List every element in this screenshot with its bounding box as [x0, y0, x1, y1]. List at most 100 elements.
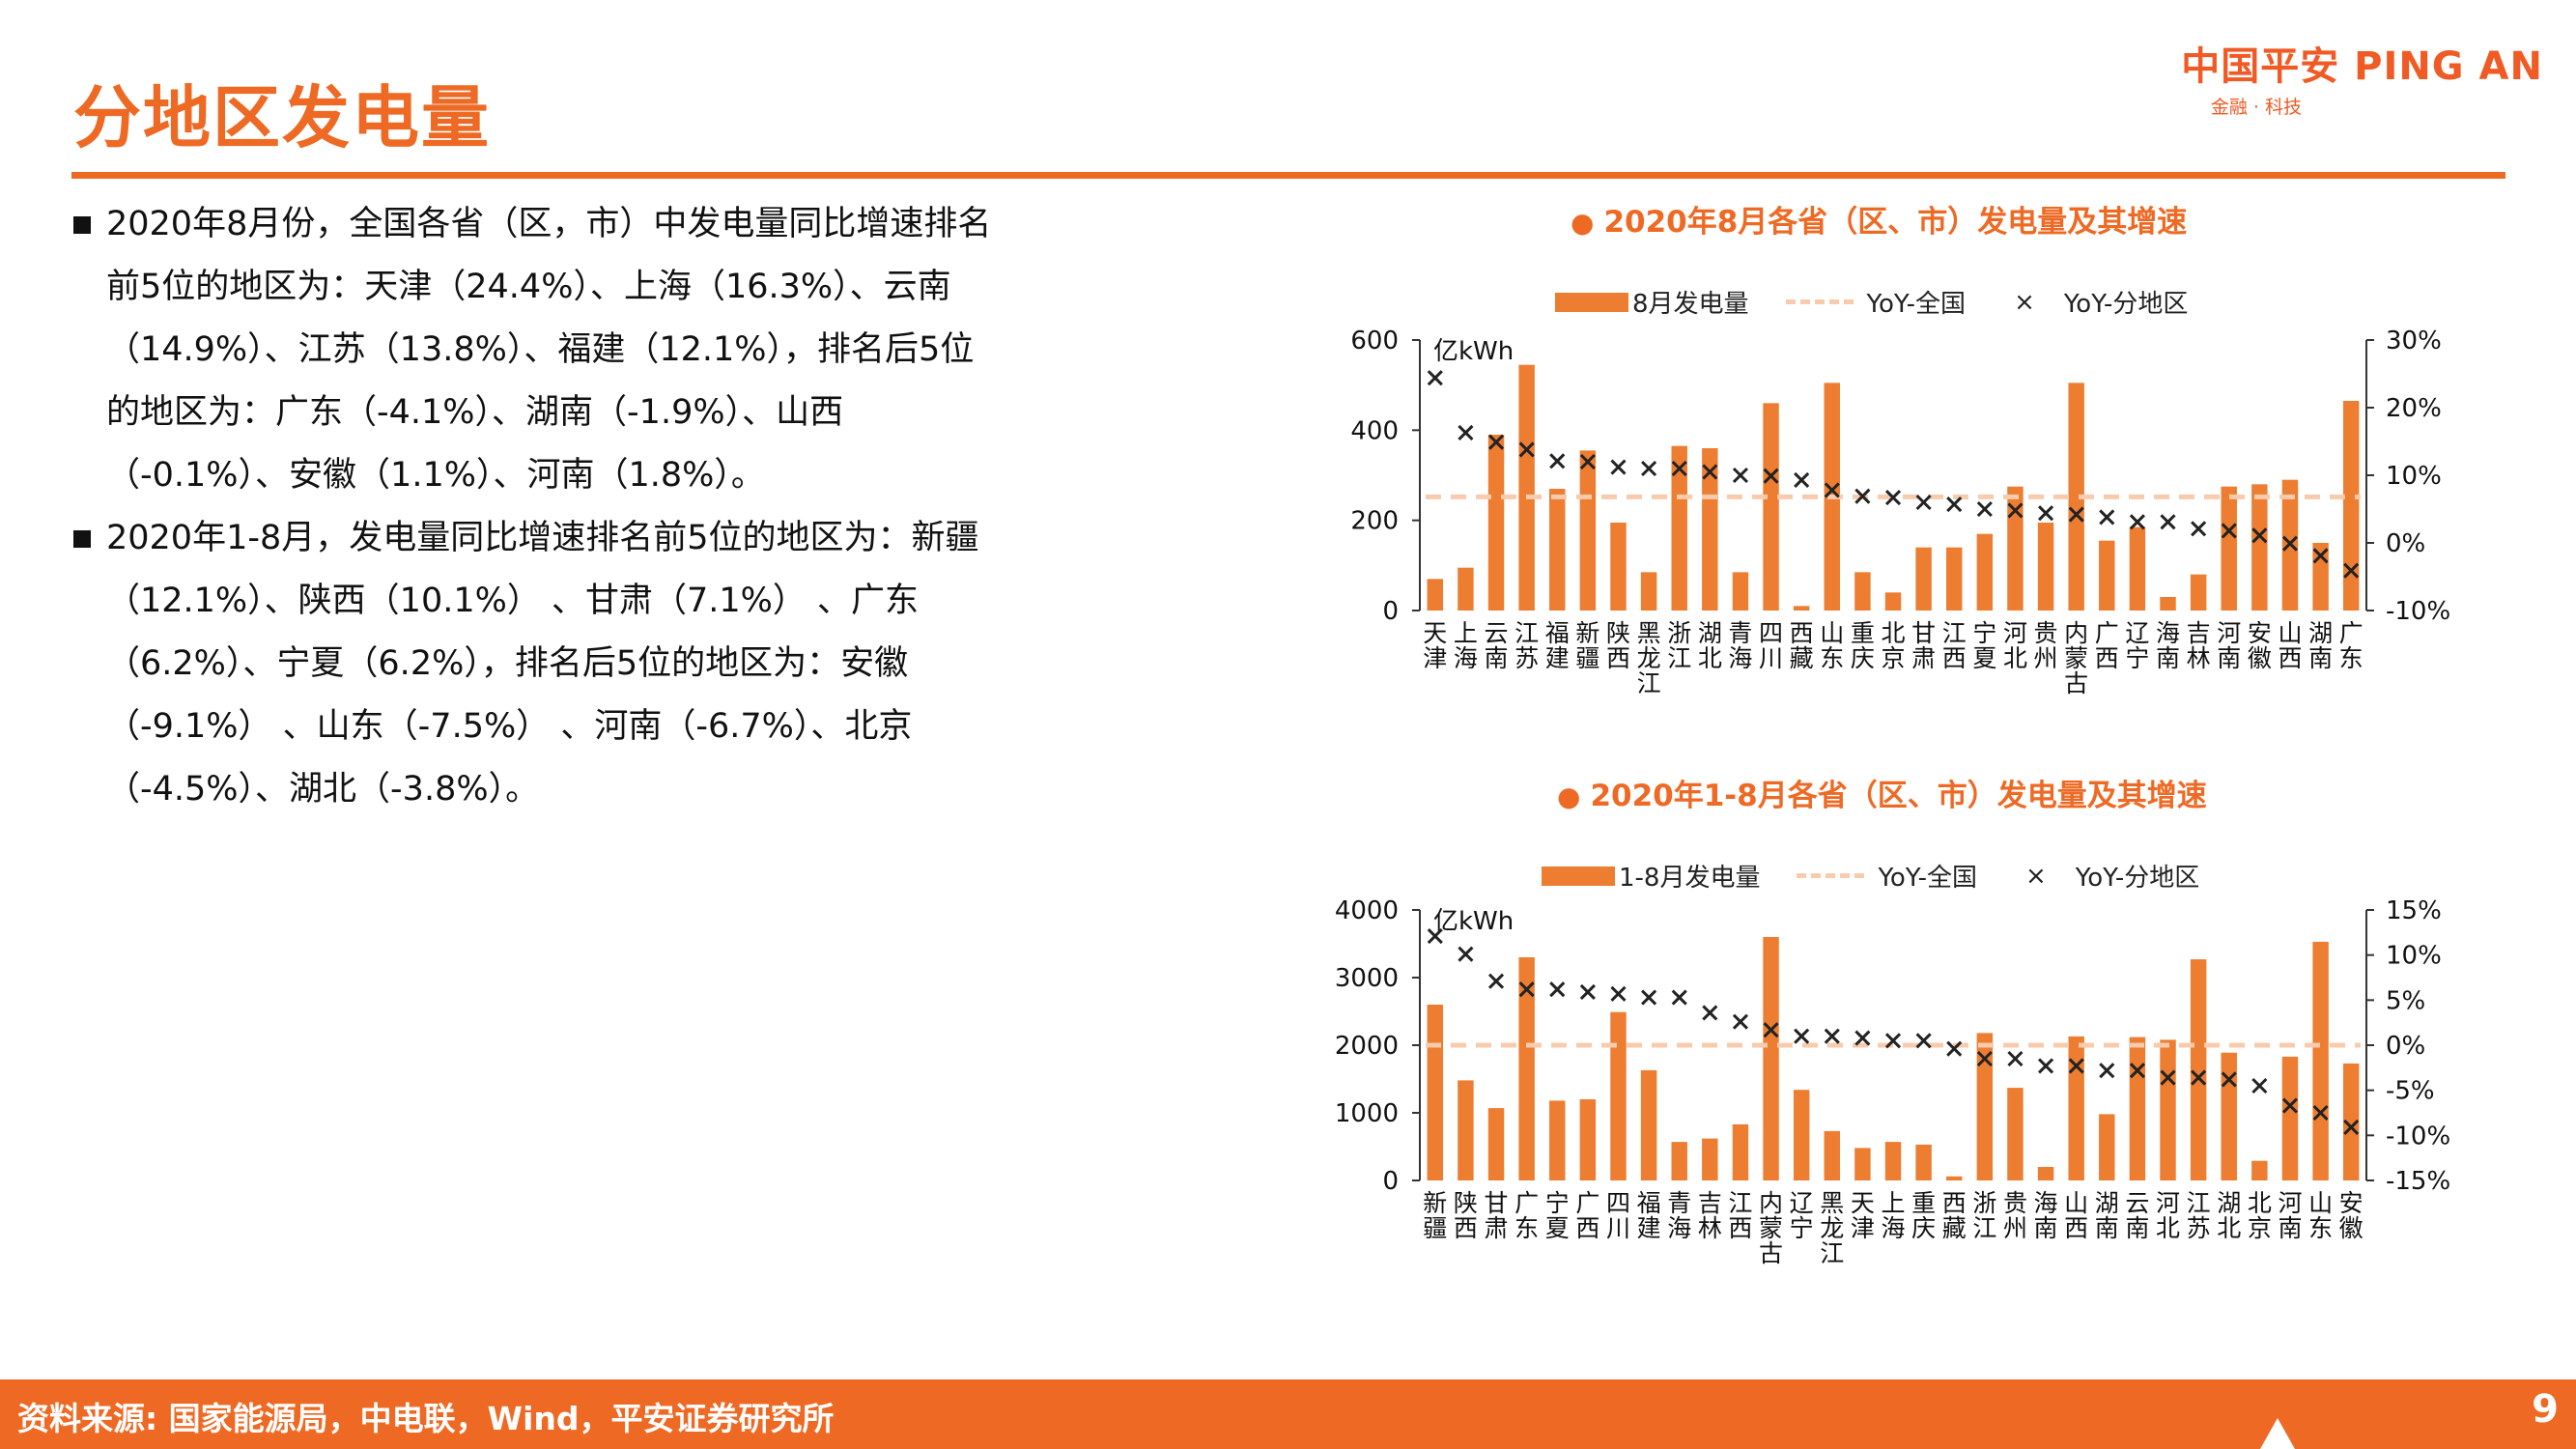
yoy-marker: [2221, 523, 2237, 539]
bar: [1549, 489, 1566, 611]
right-tick-label: 10%: [2386, 942, 2442, 971]
bar: [2312, 941, 2329, 1180]
bar: [1640, 572, 1657, 611]
yoy-marker: [2038, 505, 2054, 522]
yoy-marker: [1549, 981, 1566, 998]
yoy-marker-stroke: [1641, 989, 1657, 1006]
yoy-marker-stroke: [1794, 1028, 1810, 1044]
yoy-marker: [2221, 1071, 2237, 1088]
yoy-marker-stroke: [1641, 460, 1657, 477]
bullet-list: 2020年8月份，全国各省（区，市）中发电量同比增速排名前5位的地区为：天津（2…: [70, 193, 997, 821]
yoy-marker: [1884, 1033, 1902, 1049]
x-tick-label: 黑龙江: [1820, 1189, 1844, 1267]
x-tick-label: 陕西: [1606, 619, 1630, 672]
x-tick-label: 广西: [1575, 1189, 1599, 1242]
yoy-marker-stroke: [2099, 1063, 2115, 1079]
yoy-marker: [1610, 459, 1627, 475]
yoy-marker-stroke: [2099, 509, 2115, 526]
yoy-marker: [2160, 1069, 2176, 1086]
legend-dash-swatch: [1797, 873, 1865, 878]
x-tick-label: 山东: [2308, 1189, 2333, 1242]
yoy-marker-stroke: [1824, 482, 1840, 498]
yoy-marker-stroke: [2160, 514, 2176, 530]
yoy-marker-stroke: [1976, 1050, 1993, 1067]
yoy-marker-stroke: [1458, 424, 1474, 440]
yoy-marker-stroke: [1763, 468, 1779, 484]
x-tick-label: 西藏: [1942, 1189, 1967, 1242]
yoy-marker: [1579, 983, 1596, 1000]
bar: [2160, 597, 2176, 611]
bar: [2281, 1056, 2299, 1180]
yoy-marker: [1458, 424, 1474, 440]
x-tick-label: 重庆: [1911, 1189, 1936, 1242]
yoy-marker-stroke: [2129, 514, 2145, 530]
yoy-marker: [1946, 497, 1963, 513]
bar: [2190, 959, 2207, 1180]
yoy-marker-stroke: [2007, 502, 2024, 519]
x-tick-label: 上海: [1881, 1189, 1905, 1242]
x-tick-label: 山西: [2278, 619, 2302, 672]
yoy-marker-stroke: [1763, 1022, 1779, 1038]
yoy-marker: [1641, 460, 1657, 477]
right-tick-label: 5%: [2386, 986, 2425, 1015]
unit-label: 亿kWh: [1433, 337, 1514, 366]
bar: [1763, 937, 1779, 1180]
yoy-marker-stroke: [1884, 490, 1902, 506]
bar: [2251, 1160, 2268, 1180]
bar: [2037, 1167, 2054, 1180]
x-tick-label: 广东: [2339, 619, 2364, 672]
legend-x-marker-icon: ×: [2024, 861, 2047, 891]
bar: [1427, 579, 1444, 611]
bar: [1884, 592, 1902, 611]
footer-bar: 资料来源: 国家能源局，中电联，Wind，平安证券研究所 9: [0, 1379, 2576, 1449]
yoy-marker: [2312, 1104, 2329, 1122]
yoy-marker-stroke: [1579, 453, 1596, 470]
x-tick-label: 河南: [2217, 619, 2241, 672]
yoy-marker: [1702, 464, 1718, 480]
left-tick-label: 3000: [1335, 964, 1399, 993]
left-tick-label: 600: [1350, 327, 1399, 355]
bullet-square-icon: [73, 530, 91, 548]
yoy-marker: [1884, 490, 1902, 506]
legend-label: YoY-分地区: [2063, 290, 2189, 319]
x-tick-label: 江西: [1942, 619, 1967, 672]
yoy-marker-stroke: [2221, 523, 2237, 539]
x-tick-label: 江苏: [1514, 619, 1539, 672]
yoy-marker: [1732, 467, 1748, 484]
bar: [1427, 1005, 1444, 1180]
bullet-dot-icon: ●: [1571, 207, 1595, 239]
chart-title: ● 2020年8月各省（区、市）发电量及其增速: [1571, 197, 2187, 241]
bar: [1946, 1176, 1963, 1180]
bar: [1579, 1099, 1597, 1180]
x-tick-label: 重庆: [1851, 619, 1875, 672]
bar: [1518, 364, 1535, 611]
left-tick-label: 1000: [1335, 1099, 1399, 1128]
yoy-marker: [1487, 434, 1505, 450]
yoy-marker-stroke: [2068, 506, 2084, 523]
x-tick-label: 西藏: [1790, 619, 1814, 672]
yoy-marker-stroke: [1946, 1040, 1963, 1057]
bullet-dot-icon: ●: [1557, 781, 1581, 812]
yoy-marker: [2129, 1063, 2145, 1079]
yoy-marker-stroke: [1732, 467, 1748, 484]
yoy-marker-stroke: [1458, 946, 1474, 962]
x-tick-label: 湖北: [2217, 1189, 2241, 1242]
left-tick-label: 0: [1382, 1167, 1399, 1196]
x-tick-label: 河北: [2156, 1189, 2180, 1242]
yoy-marker: [2007, 1050, 2024, 1067]
yoy-marker-stroke: [2007, 1050, 2024, 1067]
yoy-marker: [2007, 502, 2024, 519]
bar: [2342, 1063, 2360, 1180]
legend-bar-swatch: [1542, 866, 1615, 886]
x-tick-label: 内蒙古: [2064, 619, 2088, 697]
x-tick-label: 湖北: [1698, 619, 1722, 672]
bar: [1487, 435, 1505, 611]
bar: [1854, 1148, 1871, 1180]
yoy-marker-stroke: [2160, 1069, 2176, 1086]
bar: [1824, 1130, 1840, 1180]
yoy-marker: [2191, 521, 2207, 537]
bar: [1458, 567, 1474, 611]
x-tick-label: 广东: [1514, 1189, 1539, 1242]
bar: [2068, 383, 2084, 611]
yoy-marker-stroke: [1732, 1013, 1748, 1030]
